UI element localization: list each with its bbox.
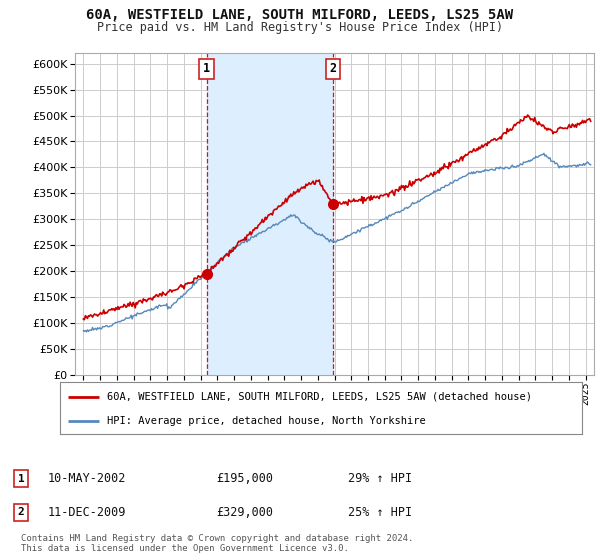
Text: 1: 1: [203, 62, 210, 75]
Text: £329,000: £329,000: [216, 506, 273, 519]
Text: 1: 1: [17, 474, 25, 484]
Bar: [206, 53, 333, 375]
Text: Contains HM Land Registry data © Crown copyright and database right 2024.
This d: Contains HM Land Registry data © Crown c…: [21, 534, 413, 553]
Text: 2: 2: [329, 62, 337, 75]
Text: 25% ↑ HPI: 25% ↑ HPI: [348, 506, 412, 519]
Text: £195,000: £195,000: [216, 472, 273, 486]
Text: 10-MAY-2002: 10-MAY-2002: [48, 472, 127, 486]
Text: HPI: Average price, detached house, North Yorkshire: HPI: Average price, detached house, Nort…: [107, 416, 426, 426]
Text: 60A, WESTFIELD LANE, SOUTH MILFORD, LEEDS, LS25 5AW (detached house): 60A, WESTFIELD LANE, SOUTH MILFORD, LEED…: [107, 392, 532, 402]
Text: 60A, WESTFIELD LANE, SOUTH MILFORD, LEEDS, LS25 5AW: 60A, WESTFIELD LANE, SOUTH MILFORD, LEED…: [86, 8, 514, 22]
Text: 2: 2: [17, 507, 25, 517]
Text: 29% ↑ HPI: 29% ↑ HPI: [348, 472, 412, 486]
Text: 11-DEC-2009: 11-DEC-2009: [48, 506, 127, 519]
Text: Price paid vs. HM Land Registry's House Price Index (HPI): Price paid vs. HM Land Registry's House …: [97, 21, 503, 34]
